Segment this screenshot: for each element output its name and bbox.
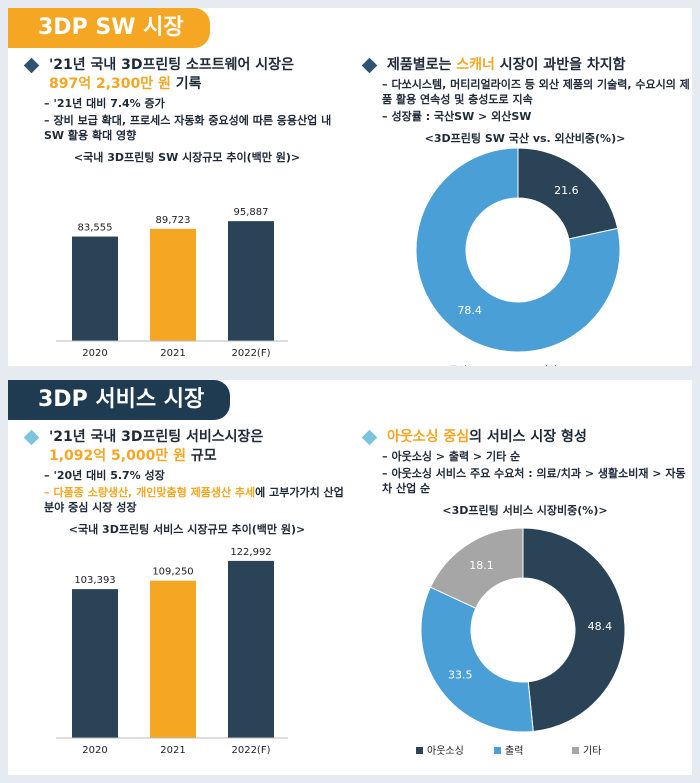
- slice-value-label: 21.6: [554, 184, 579, 197]
- service-outsourcing-bullet-1: – 아웃소싱 > 출력 > 기타 순: [382, 450, 521, 463]
- sw-share-donut-chart: 21.6 78.4 국산 외산: [415, 148, 621, 366]
- x-tick-label: 2022(F): [231, 348, 270, 359]
- donut-slice-외산: [415, 148, 621, 353]
- service-market-panel: 3DP 서비스 시장 '21년 국내 3D프린팅 서비스시장은 1,092억 5…: [8, 380, 692, 775]
- service-share-donut-chart: 48.4 33.5 18.1 아웃소싱 출력 기타: [416, 528, 626, 757]
- bar-value-label: 122,992: [230, 547, 271, 558]
- bar-2020: [72, 236, 118, 341]
- bar-2022(F): [228, 560, 274, 738]
- sw-headline-value: 897억 2,300만 원: [49, 76, 171, 92]
- service-right-column: 아웃소싱 중심의 서비스 시장 형성 – 아웃소싱 > 출력 > 기타 순 – 아웃…: [360, 428, 690, 518]
- service-outsourcing-headline: 아웃소싱 중심의 서비스 시장 형성: [360, 428, 690, 447]
- bar-2021: [150, 228, 196, 341]
- diamond-bullet-icon: [361, 57, 378, 74]
- sw-product-bullet-2: – 성장률 : 국산SW > 외산SW: [382, 110, 532, 123]
- sw-headline-pre: '21년 국내 3D프린팅 소프트웨어 시장은: [49, 57, 294, 73]
- legend-label: 아웃소싱: [427, 745, 464, 757]
- x-tick-label: 2020: [82, 745, 107, 756]
- sw-product-headline: 제품별로는 스캐너 시장이 과반을 차지함: [360, 56, 690, 75]
- sw-product-bullet-1: – 다쏘시스템, 머티리얼라이즈 등 외산 제품의 기술력, 수요시의 제품 활용…: [382, 78, 690, 106]
- service-bar-caption: <국내 3D프린팅 서비스 시장규모 추이(백만 원)>: [68, 523, 306, 536]
- legend-label: 출력: [505, 745, 523, 757]
- service-headline: '21년 국내 3D프린팅 서비스시장은 1,092억 5,000만 원 규모: [22, 428, 352, 466]
- x-tick-label: 2022(F): [231, 745, 270, 756]
- service-bullet-2: – 다품종 소량생산, 개인맞춤형 제품생산 추세에 고부가가치 산업분야 중심 …: [44, 486, 344, 514]
- diamond-bullet-icon: [23, 57, 40, 74]
- x-tick-label: 2021: [160, 348, 185, 359]
- sw-market-tag: 3DP SW 시장: [8, 8, 210, 48]
- service-outsourcing-bullet-2: – 아웃소싱 서비스 주요 수요처 : 의료/치과 > 생활소비재 > 자동차 산…: [382, 467, 686, 495]
- bar-value-label: 103,393: [74, 575, 115, 586]
- slice-value-label: 18.1: [469, 559, 494, 572]
- slice-value-label: 33.5: [448, 669, 473, 682]
- service-left-column: '21년 국내 3D프린팅 서비스시장은 1,092억 5,000만 원 규모 …: [22, 428, 352, 537]
- legend-label: 외산: [539, 365, 557, 366]
- bar-2020: [72, 589, 118, 738]
- legend-label: 국산: [449, 365, 467, 366]
- sw-market-bar-chart: 83,555 2020 89,723 2021 95,887 2022(F): [56, 207, 288, 359]
- sw-market-panel: 3DP SW 시장 '21년 국내 3D프린팅 소프트웨어 시장은 897억 2…: [8, 8, 692, 366]
- x-tick-label: 2021: [160, 745, 185, 756]
- bar-2022(F): [228, 221, 274, 341]
- legend-swatch: [572, 747, 579, 754]
- legend-swatch: [494, 747, 501, 754]
- bar-value-label: 83,555: [78, 223, 113, 234]
- service-market-tag: 3DP 서비스 시장: [8, 380, 231, 420]
- legend-swatch: [416, 747, 423, 754]
- diamond-bullet-icon: [23, 429, 40, 446]
- service-donut-caption: <3D프린팅 서비스 시장비중(%)>: [442, 504, 608, 517]
- sw-headline: '21년 국내 3D프린팅 소프트웨어 시장은 897억 2,300만 원 기록: [22, 56, 352, 94]
- sw-bullet-1: – '21년 대비 7.4% 증가: [44, 97, 165, 110]
- sw-bar-caption: <국내 3D프린팅 SW 시장규모 추이(백만 원)>: [73, 151, 301, 164]
- diamond-bullet-icon: [361, 429, 378, 446]
- slice-value-label: 48.4: [588, 620, 613, 633]
- slice-value-label: 78.4: [457, 304, 482, 317]
- donut-slice-출력: [420, 586, 534, 733]
- bar-2021: [150, 580, 196, 738]
- donut-slice-기타: [429, 528, 524, 609]
- bar-value-label: 109,250: [152, 567, 193, 578]
- donut-slice-아웃소싱: [522, 528, 626, 733]
- service-market-bar-chart: 103,393 2020 109,250 2021 122,992 2022(F): [56, 547, 288, 756]
- sw-bullet-2: – 장비 보급 확대, 프로세스 자동화 중요성에 따른 응용산업 내 SW 활용…: [44, 114, 332, 142]
- sw-donut-caption: <3D프린팅 SW 국산 vs. 외산비중(%)>: [424, 132, 626, 145]
- sw-headline-post: 기록: [170, 76, 202, 92]
- sw-right-column: 제품별로는 스캐너 시장이 과반을 차지함 – 다쏘시스템, 머티리얼라이즈 등 …: [360, 56, 690, 146]
- legend-label: 기타: [583, 745, 601, 757]
- service-bullet-1: – '20년 대비 5.7% 성장: [44, 469, 165, 482]
- donut-slice-국산: [517, 148, 619, 240]
- x-tick-label: 2020: [82, 348, 107, 359]
- service-headline-value: 1,092억 5,000만 원: [49, 448, 186, 464]
- bar-value-label: 89,723: [156, 215, 191, 226]
- bar-value-label: 95,887: [234, 207, 269, 218]
- sw-left-column: '21년 국내 3D프린팅 소프트웨어 시장은 897억 2,300만 원 기록…: [22, 56, 352, 165]
